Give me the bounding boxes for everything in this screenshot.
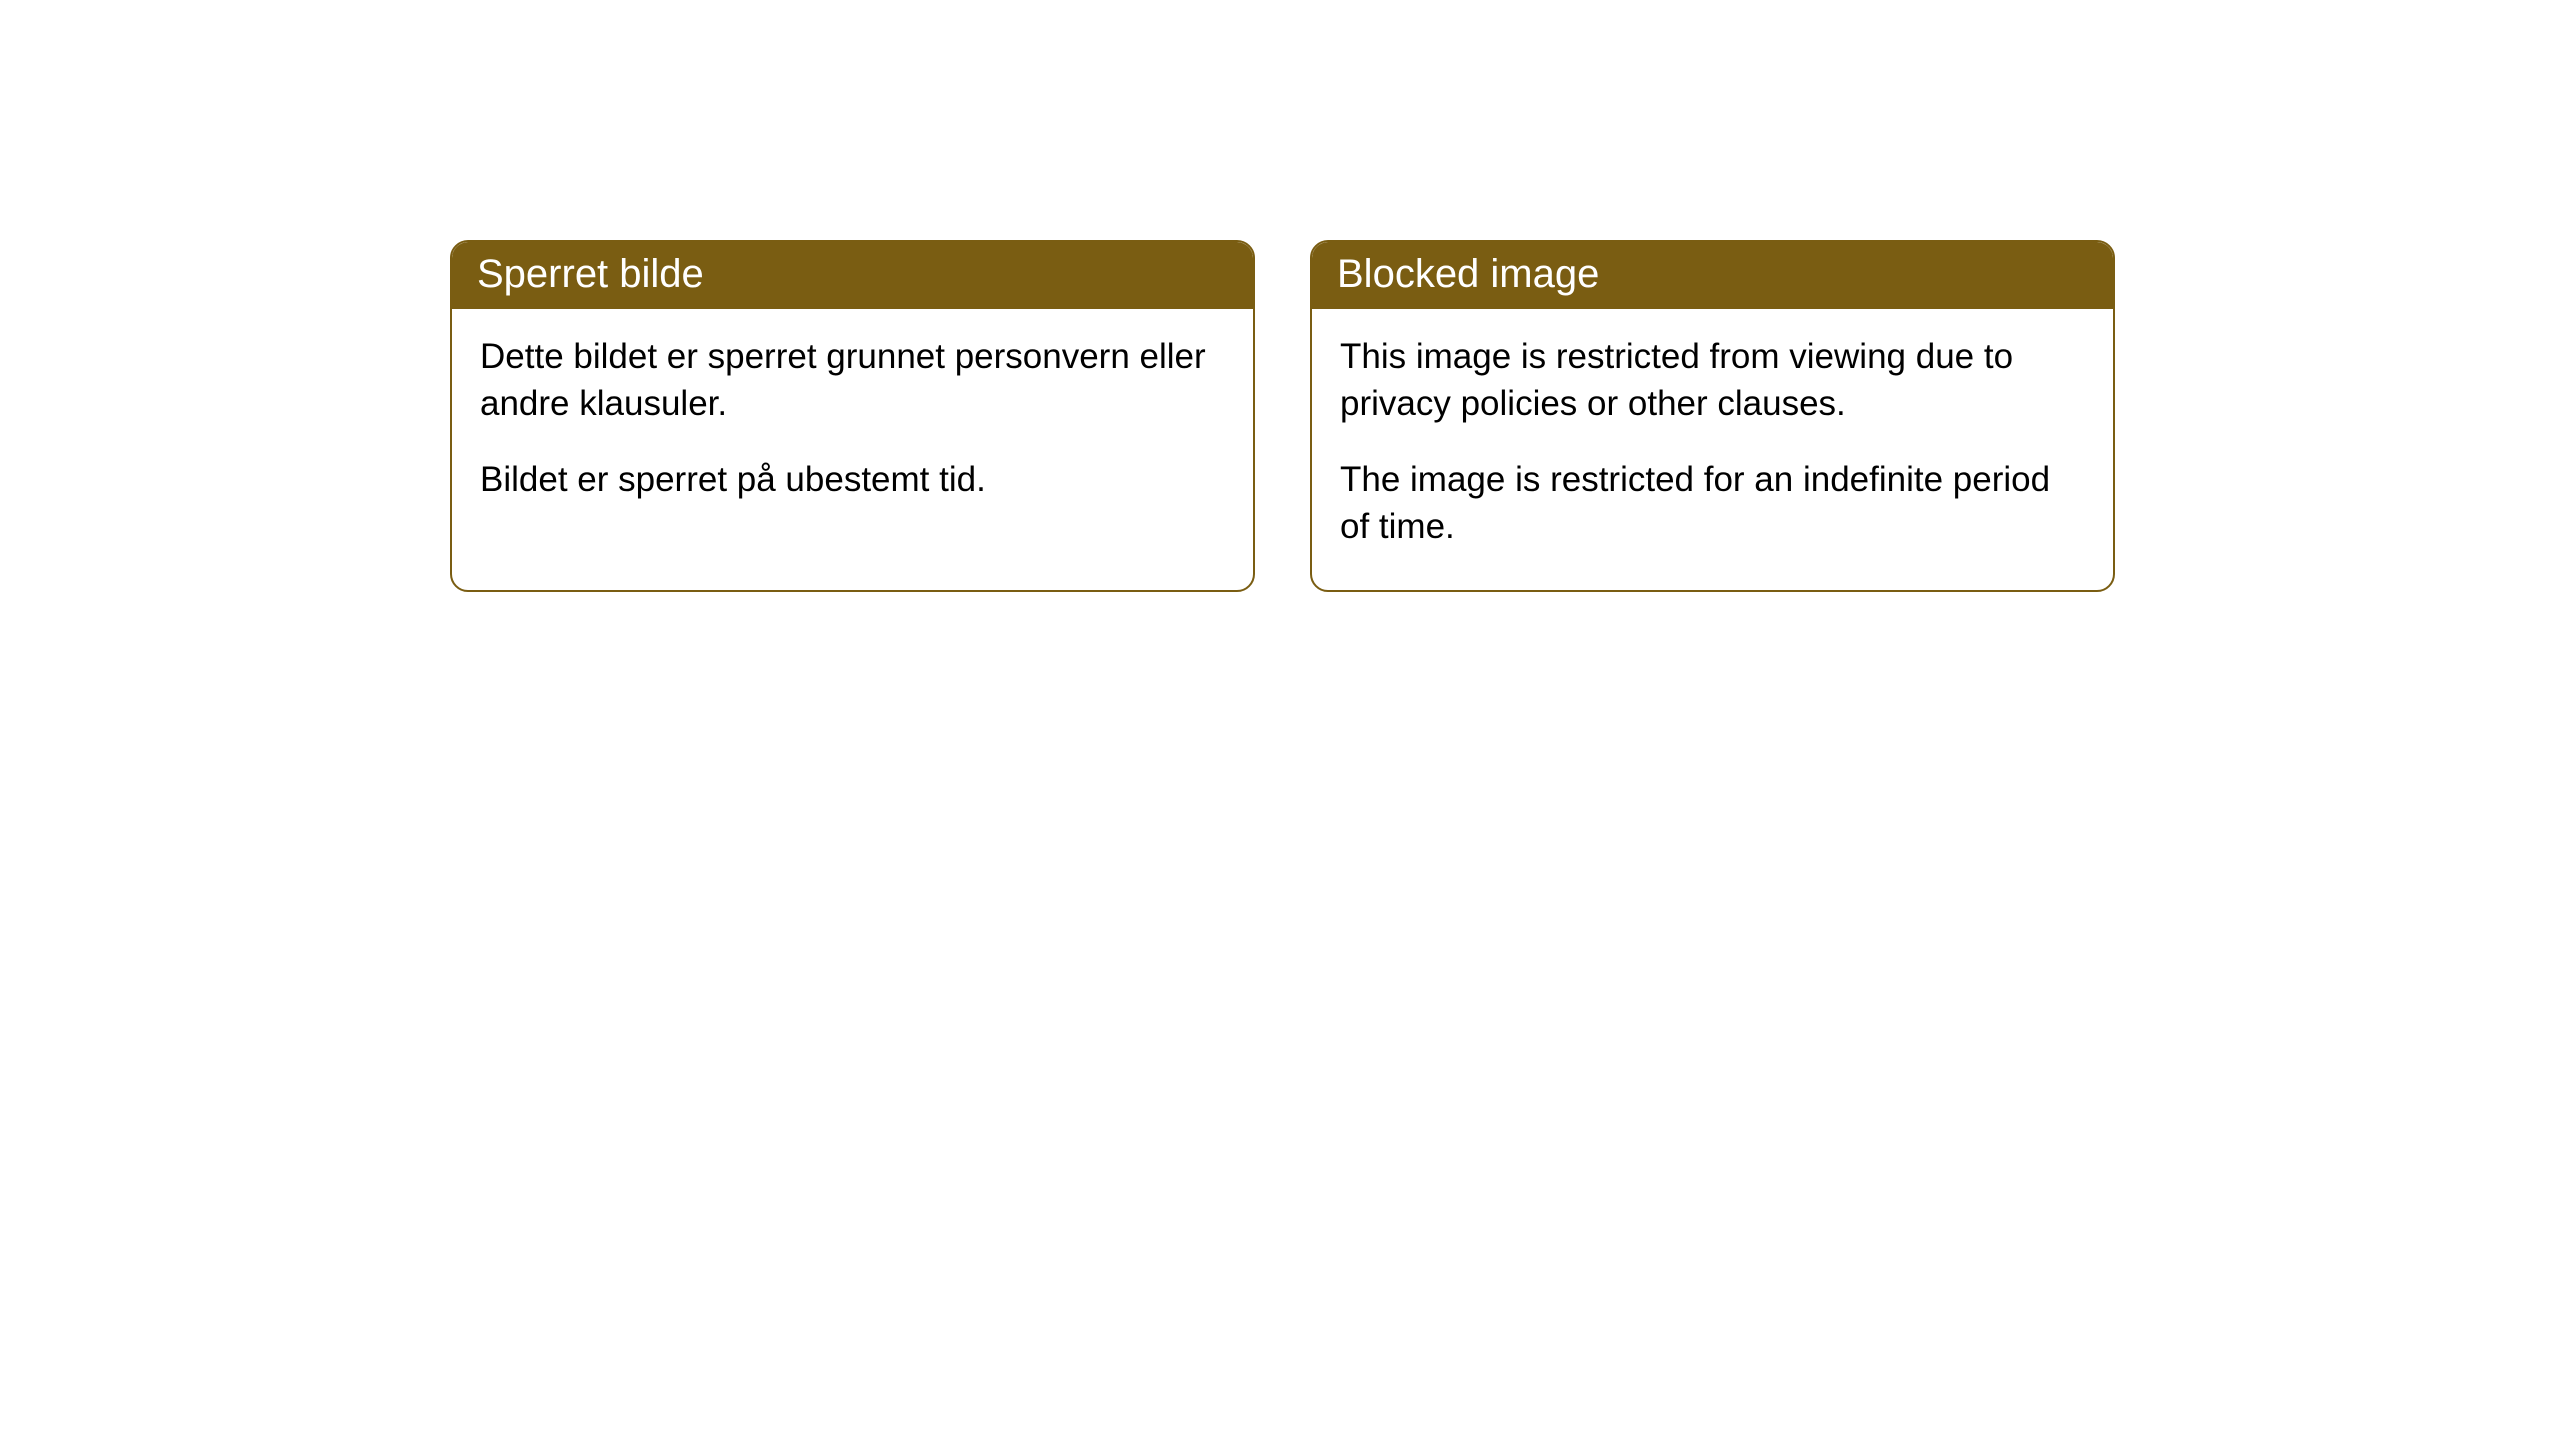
card-title-en: Blocked image: [1312, 242, 2113, 309]
blocked-image-card-no: Sperret bilde Dette bildet er sperret gr…: [450, 240, 1255, 592]
blocked-image-card-en: Blocked image This image is restricted f…: [1310, 240, 2115, 592]
card-body-no: Dette bildet er sperret grunnet personve…: [452, 309, 1253, 543]
notice-cards-row: Sperret bilde Dette bildet er sperret gr…: [450, 240, 2560, 592]
card-paragraph-2-en: The image is restricted for an indefinit…: [1340, 456, 2085, 551]
card-body-en: This image is restricted from viewing du…: [1312, 309, 2113, 590]
card-paragraph-2-no: Bildet er sperret på ubestemt tid.: [480, 456, 1225, 503]
card-title-no: Sperret bilde: [452, 242, 1253, 309]
card-paragraph-1-en: This image is restricted from viewing du…: [1340, 333, 2085, 428]
card-paragraph-1-no: Dette bildet er sperret grunnet personve…: [480, 333, 1225, 428]
